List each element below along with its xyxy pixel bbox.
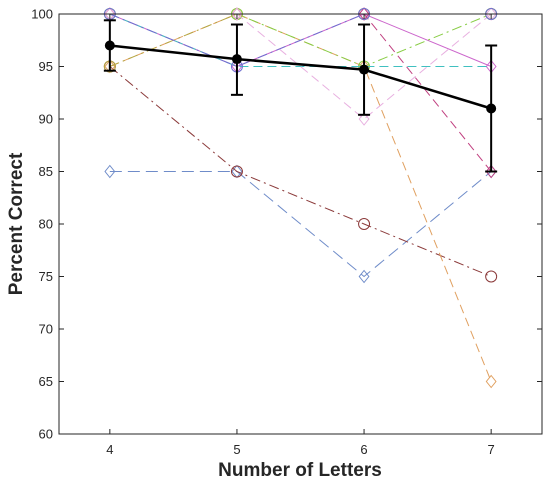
mean-point [486,103,497,114]
series-point [231,7,243,21]
y-axis-title: Percent Correct [6,152,27,295]
series-point [104,164,116,179]
series-point [358,269,370,284]
y-tick-label: 70 [39,322,53,337]
series-point [358,112,370,126]
y-tick-label: 85 [39,164,53,179]
x-tick-label: 4 [106,442,113,457]
y-tick-label: 95 [39,59,53,74]
x-tick-label: 7 [488,442,495,457]
mean-point [104,40,115,51]
series-point [358,218,371,230]
x-tick-label: 6 [360,442,367,457]
series-line [109,66,492,277]
series-point [485,374,497,389]
x-axis: 4 5 6 7 [106,14,495,457]
x-tick-label: 5 [233,442,240,457]
series-line [109,171,492,278]
y-tick-label: 90 [39,112,53,127]
y-tick-label: 60 [39,427,53,442]
series-line [109,13,492,67]
mean-line [109,44,492,110]
mean-point [359,64,370,75]
x-axis-title: Number of Letters [218,460,382,481]
y-tick-label: 75 [39,269,53,284]
series-point [485,164,497,179]
y-axis: 60 65 70 75 80 85 90 95 100 [31,7,542,442]
y-tick-label: 80 [39,217,53,232]
y-tick-label: 100 [31,7,53,22]
series-point [230,165,243,178]
series-point [485,270,498,283]
mean-layer [103,19,498,173]
series-line [109,13,492,68]
y-tick-label: 65 [39,374,53,389]
mean-point [231,54,242,65]
